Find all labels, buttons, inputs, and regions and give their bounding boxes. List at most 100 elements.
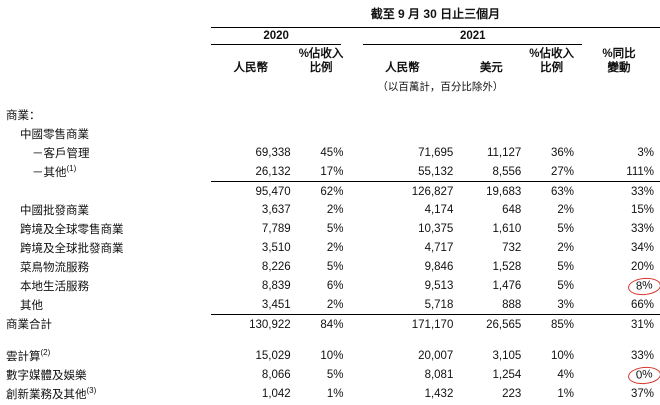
pct-2020-cell: 84% [298,314,352,334]
rmb-2021-cell: 71,695 [418,147,454,160]
row-label: 中國零售商業 [20,129,89,142]
yoy-cell: 15% [630,204,654,217]
circle-annotation: 8% [627,276,660,297]
usd-2021-cell: 223 [502,388,522,401]
usd-2021-cell: 11,127 [486,147,522,160]
rmb-2020-cell: 1,042 [261,388,291,401]
table-row-digital-media: 數字媒體及娛樂 8,066 5% 8,081 1,254 4% 0% [6,365,660,386]
spacer [6,98,660,106]
pct-2020-cell: 2% [326,299,344,311]
row-label: 中國批發商業 [20,205,89,218]
footnote-ref: (3) [86,386,97,396]
pct-2021-cell: 27% [551,166,575,178]
col-usd-2021: 美元 [479,62,503,75]
pct-2020-cell: 2% [326,204,344,217]
yoy-cell: 20% [630,261,654,274]
rmb-2021-cell: 5,718 [424,299,454,311]
rmb-2021-cell: 8,081 [424,369,454,382]
rmb-2021-cell: 4,174 [424,204,454,217]
pct-2020-cell: 6% [326,280,344,293]
usd-2021-cell: 888 [502,299,522,311]
pct-2021-cell: 10% [551,350,575,363]
usd-2021-cell: 1,254 [492,369,522,382]
pct-2021-cell: 2% [557,204,575,217]
rmb-2021-cell: 126,827 [351,181,462,201]
pct-2021-cell: 1% [557,388,575,401]
pct-2021-cell: 85% [529,314,583,334]
pct-2020-cell: 5% [326,223,344,236]
table-row-others-commerce: 其他 3,451 2% 5,718 888 3% 66% [6,296,660,315]
yoy-cell: 31% [582,314,660,334]
yoy-cell: 0% [582,365,660,386]
yoy-cell: 8% [582,276,660,297]
rmb-2020-cell: 3,451 [261,299,291,311]
row-label: 雲計算(2) [6,348,51,364]
spacer [6,334,660,347]
row-label: 菜鳥物流服務 [20,262,89,275]
pct-2020-cell: 1% [326,388,344,401]
usd-2021-cell: 19,683 [461,181,530,201]
table-title: 截至 9 月 30 日止三個月 [210,5,660,28]
pct-2021-cell: 36% [551,147,575,160]
rmb-2020-cell: 3,510 [261,242,291,255]
year-2021-header: 2021 [351,28,583,47]
row-label: －其他(1) [32,164,77,180]
pct-2021-cell: 5% [557,223,575,236]
rmb-2020-cell: 69,338 [255,147,291,160]
pct-2021-cell: 4% [557,369,575,382]
pct-2020-cell: 5% [326,261,344,274]
yoy-cell: 37% [630,388,654,401]
rmb-2021-cell: 171,170 [351,314,462,334]
rmb-2020-cell: 15,029 [255,350,291,363]
rmb-2021-cell: 10,375 [418,223,454,236]
row-label: －客戶管理 [32,148,90,161]
pct-2020-cell: 5% [326,369,344,382]
table-row-commerce-section: 商業： [6,106,660,125]
table-row-intl-wholesale: 跨境及全球批發商業 3,510 2% 4,717 732 2% 34% [6,239,660,258]
yoy-cell: 66% [630,299,654,311]
usd-2021-cell: 648 [502,204,522,217]
yoy-cell: 33% [582,181,660,201]
header-note-row: （以百萬計，百分比除外） [6,79,660,98]
pct-2020-cell: 62% [298,181,352,201]
pct-2020-cell: 17% [320,166,344,178]
pct-2020-cell: 2% [326,242,344,255]
header-columns-row: 人民幣 %佔收入 比例 人民幣 美元 %佔收入 比例 %同比 變動 [6,47,660,79]
footnote-ref: (2) [40,348,51,358]
usd-2021-cell: 1,610 [492,223,522,236]
usd-2021-cell: 1,528 [492,261,522,274]
col-rmb-2021: 人民幣 [385,62,420,75]
header-title-row: 截至 9 月 30 日止三個月 [6,5,660,28]
table-row-cainiao: 菜鳥物流服務 8,226 5% 9,846 1,528 5% 20% [6,258,660,277]
table-row-china-retail-subtotal: 95,470 62% 126,827 19,683 63% 33% [6,181,660,201]
table-row-others-retail: －其他(1) 26,132 17% 55,132 8,556 27% 111% [6,163,660,182]
rmb-2020-cell: 8,066 [261,369,291,382]
col-pct-2021: %佔收入 比例 [529,48,575,75]
yoy-cell: 3% [637,147,654,160]
rmb-2020-cell: 3,637 [261,204,291,217]
usd-2021-cell: 1,476 [492,280,522,293]
rmb-2021-cell: 9,513 [424,280,454,293]
pct-2020-cell: 45% [320,147,344,160]
rmb-2020-cell: 26,132 [255,166,291,178]
table-row-cloud: 雲計算(2) 15,029 10% 20,007 3,105 10% 33% [6,347,660,366]
usd-2021-cell: 8,556 [492,166,522,178]
rmb-2020-cell: 7,789 [261,223,291,236]
header-years-row: 2020 2021 [6,28,660,47]
row-label: 跨境及全球批發商業 [20,243,124,256]
row-label: 商業： [6,110,41,123]
rmb-2020-cell: 130,922 [210,314,299,334]
pct-2021-cell: 63% [529,181,583,201]
usd-2021-cell: 732 [502,242,522,255]
usd-2021-cell: 3,105 [492,350,522,363]
row-label: 本地生活服務 [20,281,89,294]
units-note: （以百萬計，百分比除外） [377,80,504,93]
pct-2021-cell: 3% [557,299,575,311]
rmb-2020-cell: 8,226 [261,261,291,274]
pct-2020-cell: 10% [320,350,344,363]
rmb-2021-cell: 55,132 [418,166,454,178]
table-row-customer-management: －客戶管理 69,338 45% 71,695 11,127 36% 3% [6,144,660,163]
pct-2021-cell: 5% [557,261,575,274]
footnote-ref: (1) [66,164,77,174]
rmb-2021-cell: 20,007 [418,350,454,363]
